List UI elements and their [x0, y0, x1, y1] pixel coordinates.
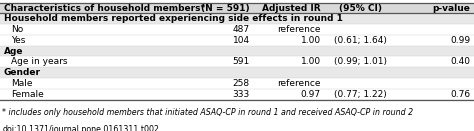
Text: Male: Male: [11, 79, 32, 88]
Text: 1.00: 1.00: [301, 57, 321, 66]
Text: 0.99: 0.99: [450, 36, 470, 45]
Text: 0.76: 0.76: [450, 90, 470, 99]
Text: Female: Female: [11, 90, 44, 99]
Text: No: No: [11, 25, 23, 34]
Bar: [0, 67, 474, 78]
Text: reference: reference: [277, 25, 321, 34]
Bar: [0, 46, 474, 56]
Text: (0.99; 1.01): (0.99; 1.01): [334, 57, 387, 66]
Text: Age: Age: [4, 47, 23, 56]
Text: 104: 104: [233, 36, 250, 45]
Text: (0.61; 1.64): (0.61; 1.64): [334, 36, 387, 45]
Text: Age in years: Age in years: [11, 57, 67, 66]
Text: 487: 487: [233, 25, 250, 34]
Text: (95% CI): (95% CI): [339, 4, 382, 12]
Text: 258: 258: [233, 79, 250, 88]
Text: Yes: Yes: [11, 36, 25, 45]
Text: 1.00: 1.00: [301, 36, 321, 45]
Text: 0.40: 0.40: [450, 57, 470, 66]
Text: Characteristics of household members*: Characteristics of household members*: [4, 4, 205, 12]
Text: 591: 591: [233, 57, 250, 66]
Text: Household members reported experiencing side effects in round 1: Household members reported experiencing …: [4, 14, 343, 23]
Text: 0.97: 0.97: [301, 90, 321, 99]
Text: (0.77; 1.22): (0.77; 1.22): [334, 90, 387, 99]
Text: 333: 333: [233, 90, 250, 99]
Text: (N = 591): (N = 591): [201, 4, 250, 12]
Text: reference: reference: [277, 79, 321, 88]
Bar: [0, 13, 474, 24]
Text: p-value: p-value: [432, 4, 470, 12]
Text: Adjusted IR: Adjusted IR: [262, 4, 321, 12]
Text: * includes only household members that initiated ASAQ-CP in round 1 and received: * includes only household members that i…: [2, 108, 413, 117]
Text: Gender: Gender: [4, 68, 41, 77]
Text: doi:10.1371/journal.pone.0161311.t002: doi:10.1371/journal.pone.0161311.t002: [2, 125, 159, 131]
Bar: [0, 3, 474, 13]
